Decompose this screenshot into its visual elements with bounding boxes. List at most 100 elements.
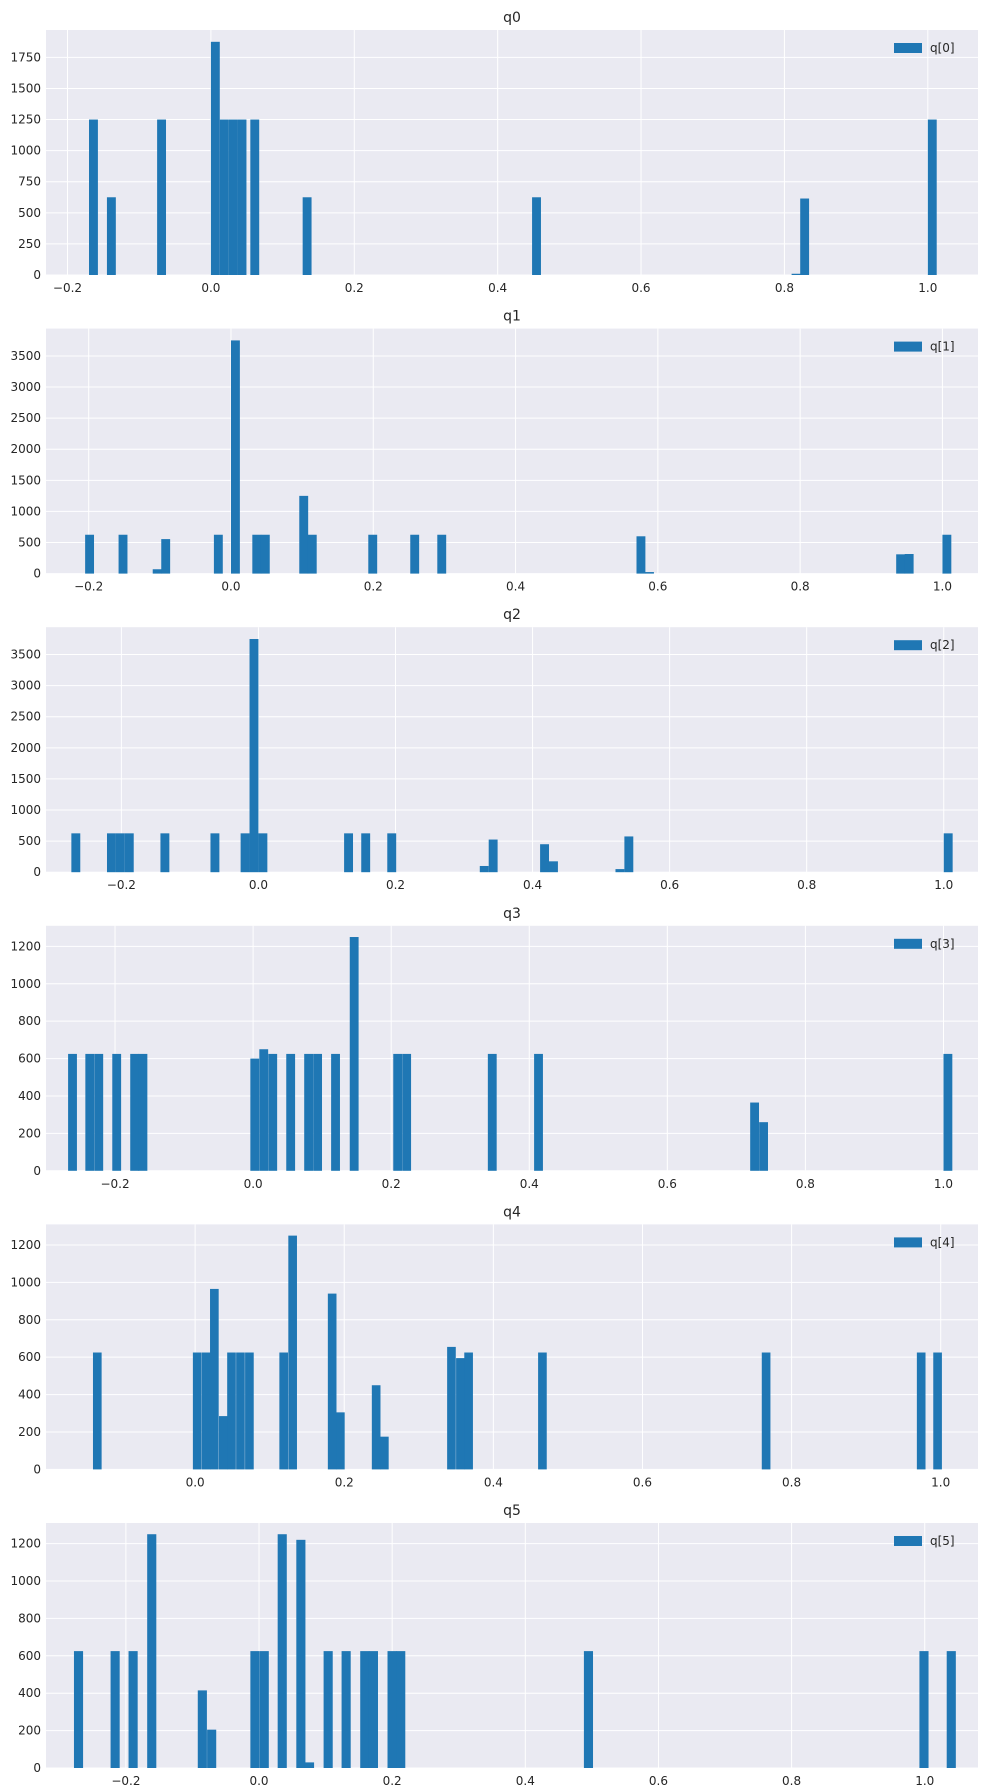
y-tick-label: 500 (18, 206, 41, 220)
y-tick-label: 400 (18, 1686, 41, 1700)
histogram-bar (534, 1053, 543, 1171)
histogram-bar (106, 833, 116, 873)
y-tick-label: 0 (33, 567, 41, 581)
histogram-bar (371, 1385, 381, 1470)
x-tick-label: 0.4 (488, 281, 507, 295)
histogram-bar (259, 1049, 269, 1171)
y-tick-label: 250 (18, 237, 41, 251)
x-tick-label: 0.6 (660, 878, 679, 892)
histogram-bar (259, 1651, 269, 1768)
histogram-bar (313, 1053, 323, 1171)
legend-swatch (894, 1536, 922, 1546)
histogram-bar (245, 1352, 254, 1470)
y-tick-label: 3500 (10, 349, 41, 363)
histogram-bar (387, 1651, 397, 1768)
histogram-bar (237, 119, 247, 275)
histogram-bar (227, 1352, 236, 1470)
histogram-bar (89, 119, 98, 275)
legend: q[0] (894, 41, 955, 55)
x-tick-label: 1.0 (931, 1475, 950, 1489)
y-tick-label: 600 (18, 1649, 41, 1663)
x-tick-label: 1.0 (934, 1177, 953, 1191)
x-tick-label: 0.4 (484, 1475, 503, 1489)
x-tick-label: −0.2 (100, 1177, 129, 1191)
x-tick-label: 0.4 (516, 1774, 535, 1788)
histogram-bar (549, 861, 558, 873)
histogram-bar (916, 1352, 926, 1470)
histogram-bar (437, 534, 447, 574)
histogram-bar (258, 833, 268, 873)
x-tick-label: 0.0 (249, 1774, 268, 1788)
histogram-bar (161, 539, 171, 574)
y-tick-label: 1000 (10, 1275, 41, 1289)
y-tick-label: 600 (18, 1350, 41, 1364)
histogram-bar (68, 1053, 77, 1171)
histogram-bar (299, 495, 309, 574)
panel-q1: q1 −0.2 0.0 0.2 0.4 0.6 0.8 1.0 0 500 1000 1500 2000… (10, 309, 978, 594)
histogram-bar (94, 1053, 104, 1171)
histogram-bar (800, 198, 810, 275)
histogram-bar (288, 1235, 297, 1470)
histogram-bar (118, 534, 128, 574)
y-tick-label: 0 (33, 268, 41, 282)
y-tick-label: 1750 (10, 50, 41, 64)
chart-title: q5 (503, 1503, 521, 1519)
x-tick-label: 0.4 (506, 580, 525, 594)
x-tick-label: −0.2 (111, 1774, 140, 1788)
histogram-bar (240, 833, 250, 873)
y-tick-label: 800 (18, 1014, 41, 1028)
histogram-bar (946, 1651, 956, 1768)
histogram-bar (279, 1352, 289, 1470)
histogram-bar (583, 1651, 594, 1768)
histogram-bar (487, 1053, 497, 1171)
chart-title: q3 (503, 906, 521, 922)
histogram-bar (759, 1122, 768, 1171)
histogram-bar (250, 1058, 260, 1171)
x-tick-label: 0.2 (335, 1475, 354, 1489)
legend-swatch (894, 43, 922, 53)
x-tick-label: 0.4 (523, 878, 542, 892)
histogram-bar (228, 119, 238, 275)
histogram-bar (387, 833, 397, 873)
histogram-bar (904, 554, 914, 574)
histogram-bar (124, 833, 134, 873)
plot-area (46, 328, 978, 574)
legend: q[3] (894, 937, 955, 951)
panel-q2: q2 −0.2 0.0 0.2 0.4 0.6 0.8 1.0 0 500 1000 1500 2000… (10, 607, 978, 892)
histogram-bar (286, 1053, 296, 1171)
histogram-bar (201, 1352, 211, 1470)
y-tick-label: 500 (18, 834, 41, 848)
histogram-bar (933, 1352, 942, 1470)
legend-label: q[4] (930, 1235, 955, 1249)
plot-area (46, 1224, 978, 1470)
y-tick-label: 200 (18, 1425, 41, 1439)
histogram-bar (260, 534, 270, 574)
y-tick-label: 1000 (10, 803, 41, 817)
histogram-bar (277, 1534, 287, 1768)
x-tick-label: 0.8 (791, 580, 810, 594)
y-tick-label: 1500 (10, 772, 41, 786)
legend: q[5] (894, 1534, 955, 1548)
y-tick-label: 1000 (10, 977, 41, 991)
histogram-bar (157, 119, 167, 275)
histogram-bar (73, 1651, 84, 1768)
histogram-bar (532, 197, 541, 275)
histogram-bar (791, 273, 801, 275)
histogram-bar (943, 833, 953, 873)
y-tick-label: 1200 (10, 939, 41, 953)
x-tick-label: 0.6 (649, 1774, 668, 1788)
histogram-bar (106, 197, 116, 275)
histogram-bar (130, 1053, 140, 1171)
y-tick-label: 1000 (10, 1574, 41, 1588)
histogram-bar (336, 1412, 345, 1470)
panel-q3: q3 −0.2 0.0 0.2 0.4 0.6 0.8 1.0 0 200 400 600 800 100… (10, 906, 978, 1191)
histogram-bar (464, 1352, 473, 1470)
x-tick-label: −0.2 (107, 878, 136, 892)
legend-label: q[3] (930, 937, 955, 951)
y-tick-label: 1500 (10, 473, 41, 487)
y-tick-label: 1000 (10, 144, 41, 158)
y-tick-label: 2500 (10, 710, 41, 724)
x-tick-label: 1.0 (918, 281, 937, 295)
histogram-bar (942, 534, 952, 574)
histogram-bar (304, 1762, 315, 1768)
